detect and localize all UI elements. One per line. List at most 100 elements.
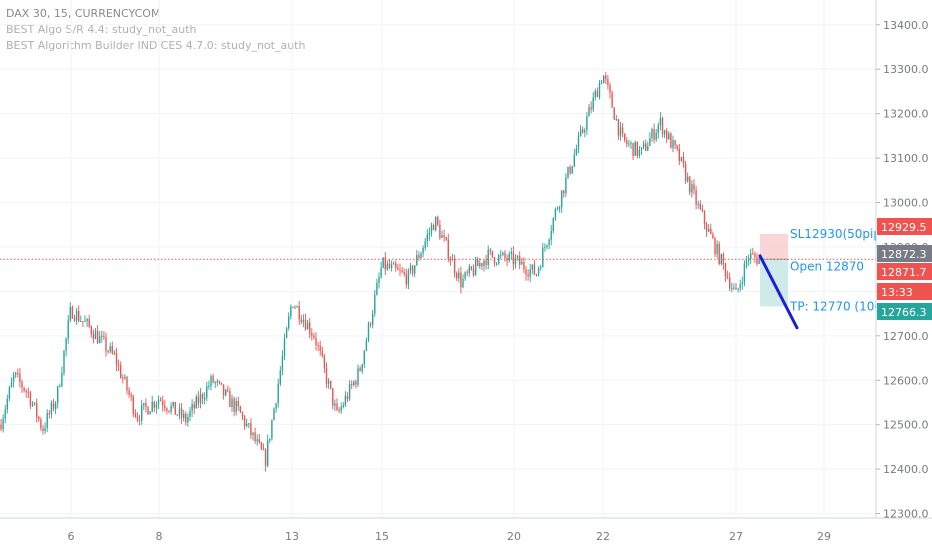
candle xyxy=(678,148,680,162)
candle xyxy=(414,265,416,274)
candle xyxy=(432,225,435,231)
candle xyxy=(309,322,311,334)
candle xyxy=(699,203,701,210)
candle xyxy=(571,166,573,174)
candle xyxy=(174,401,176,415)
candle xyxy=(607,79,609,86)
candle xyxy=(611,92,613,108)
candle xyxy=(430,225,433,233)
candle xyxy=(52,402,55,410)
candle xyxy=(290,306,292,317)
candle xyxy=(752,253,754,255)
candle xyxy=(264,449,267,466)
candle xyxy=(519,256,521,265)
candle xyxy=(470,266,473,270)
candle xyxy=(498,255,500,264)
candle xyxy=(355,381,357,385)
candle xyxy=(313,335,315,338)
candle xyxy=(336,403,338,410)
indicator-label-2[interactable]: BEST Algorithm Builder INDICES 4.7.0: st… xyxy=(6,39,306,52)
candle xyxy=(4,409,6,419)
candle xyxy=(634,141,636,156)
candle xyxy=(178,408,181,415)
candle xyxy=(27,391,29,393)
candle xyxy=(353,381,355,386)
projection-trend-line[interactable] xyxy=(758,254,799,330)
candle xyxy=(647,145,649,151)
candle xyxy=(372,313,374,325)
price-axis-label: 13200.0 xyxy=(883,108,929,121)
candle xyxy=(6,398,8,410)
candle xyxy=(101,335,103,337)
candle xyxy=(565,177,567,194)
candle xyxy=(166,408,168,411)
candle xyxy=(758,258,760,264)
candle xyxy=(73,318,76,321)
candle xyxy=(525,269,527,275)
candle xyxy=(609,85,611,93)
stop-loss-zone[interactable] xyxy=(760,233,788,260)
candle xyxy=(645,143,647,151)
candle xyxy=(141,405,143,421)
candle xyxy=(15,372,17,375)
candle xyxy=(624,133,626,141)
candle xyxy=(407,270,410,285)
candle xyxy=(458,272,460,279)
candle xyxy=(367,323,370,341)
symbol-title[interactable]: DAX 30, 15, CURRENCYCOM xyxy=(6,7,161,20)
candle xyxy=(491,250,494,258)
candle xyxy=(231,398,233,408)
candle xyxy=(132,396,134,414)
candle xyxy=(575,148,578,156)
candle xyxy=(296,306,298,308)
candle xyxy=(241,412,244,417)
candle xyxy=(556,208,559,210)
time-axis-label: 29 xyxy=(817,530,831,543)
candle xyxy=(180,408,183,418)
candle xyxy=(378,276,380,284)
candle xyxy=(103,335,105,338)
candle xyxy=(529,269,531,277)
candle xyxy=(710,228,712,235)
candle xyxy=(437,216,439,225)
candle xyxy=(621,127,624,134)
candle xyxy=(569,167,571,174)
candle xyxy=(216,381,218,383)
candle xyxy=(105,337,107,352)
candle xyxy=(489,249,491,251)
candle xyxy=(351,383,353,386)
candle xyxy=(435,216,437,231)
candle xyxy=(204,397,206,400)
candle xyxy=(693,184,695,191)
candle xyxy=(416,255,418,266)
candle xyxy=(418,255,420,259)
candle xyxy=(533,264,536,275)
candle xyxy=(38,416,40,420)
candle xyxy=(143,402,145,406)
candle xyxy=(472,269,475,276)
candle xyxy=(613,107,615,120)
candle xyxy=(130,394,132,397)
candle xyxy=(619,127,622,136)
candle xyxy=(554,209,557,219)
candle xyxy=(579,129,582,136)
candle xyxy=(71,307,74,319)
open-label[interactable]: Open 12870 xyxy=(790,259,864,273)
candle xyxy=(237,401,239,407)
candle xyxy=(75,310,78,321)
take-profit-label[interactable]: TP: 12770 (100p xyxy=(789,299,890,313)
candle xyxy=(386,263,389,270)
candle xyxy=(210,376,212,387)
candle xyxy=(84,321,86,323)
candle xyxy=(659,118,662,126)
candle xyxy=(311,333,313,336)
candle xyxy=(96,330,99,344)
stop-loss-label[interactable]: SL12930(50pips) xyxy=(790,227,892,241)
price-tag-label: 12929.5 xyxy=(881,221,927,234)
candle xyxy=(365,340,368,351)
candle xyxy=(405,273,407,285)
indicator-label-1[interactable]: BEST Algo S/R 4.4: study_not_auth xyxy=(6,23,197,36)
price-tag-label: 12872.3 xyxy=(881,248,927,261)
candle xyxy=(199,394,202,404)
